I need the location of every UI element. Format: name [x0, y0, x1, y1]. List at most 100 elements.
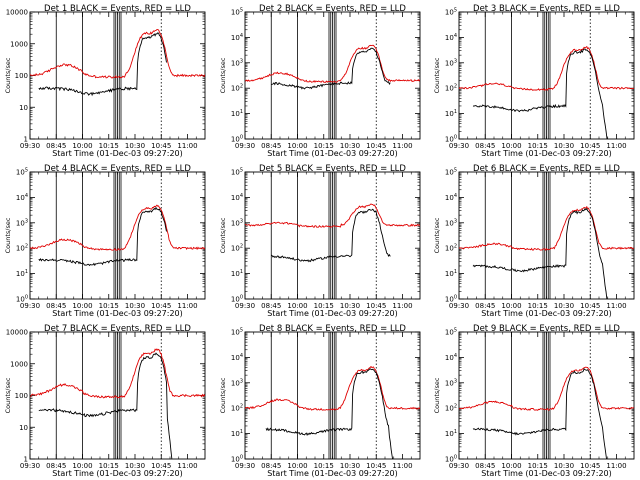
xtick-label: 09:30 [20, 142, 40, 150]
ytick-label: 100 [445, 135, 457, 144]
ytick-exponent: 5 [454, 168, 457, 174]
ytick-label: 103 [445, 218, 457, 227]
ytick-label: 100 [231, 295, 243, 304]
xtick-label: 10:30 [340, 462, 360, 470]
xtick-label: 10:30 [554, 142, 574, 150]
xtick-label: 10:00 [287, 302, 307, 310]
xtick-label: 10:15 [528, 462, 548, 470]
xtick-label: 10:00 [501, 302, 521, 310]
ytick-label: 1000 [10, 40, 28, 48]
y-axis-label: Counts/sec [4, 57, 12, 93]
ytick-label: 101 [231, 429, 243, 438]
xtick-label: 11:00 [392, 302, 412, 310]
ytick-exponent: 4 [240, 33, 243, 39]
panel-6: Det 6 BLACK = Events, RED = LLD100101102… [433, 164, 635, 318]
ytick-label: 104 [231, 353, 243, 362]
ytick-label: 100 [15, 72, 28, 80]
ytick-exponent: 2 [240, 84, 243, 90]
ytick-exponent: 5 [454, 8, 457, 14]
ytick-exponent: 1 [240, 109, 243, 115]
xtick-label: 10:00 [72, 462, 92, 470]
xtick-label: 10:45 [580, 142, 600, 150]
series-line-events [472, 207, 608, 299]
panel-1: Det 1 BLACK = Events, RED = LLD 1 10 100 100… [4, 4, 206, 158]
ytick-exponent: 2 [25, 244, 28, 250]
ytick-label: 102 [231, 84, 243, 93]
panel-8: Det 8 BLACK = Events, RED = LLD100101102… [219, 324, 421, 478]
ytick-exponent: 0 [454, 455, 457, 461]
xtick-label: 08:45 [261, 462, 281, 470]
series-group [30, 348, 205, 459]
ytick-label: 101 [16, 269, 28, 278]
ytick-label: 104 [231, 33, 243, 42]
series-group [459, 366, 634, 459]
ytick-exponent: 5 [240, 328, 243, 334]
series-line-events [38, 32, 167, 97]
ytick-label: 1000 [10, 360, 28, 368]
panel-4: Det 4 BLACK = Events, RED = LLD100101102… [4, 164, 206, 318]
ytick-exponent: 3 [454, 218, 457, 224]
xtick-label: 09:30 [235, 462, 255, 470]
xtick-label: 11:00 [177, 302, 197, 310]
ytick-label: 104 [231, 193, 243, 202]
xtick-label: 11:00 [177, 462, 197, 470]
xtick-label: 10:45 [366, 142, 386, 150]
xtick-label: 10:00 [72, 142, 92, 150]
panel-title: Det 1 BLACK = Events, RED = LLD [44, 4, 191, 14]
ytick-label: 100 [16, 295, 28, 304]
ytick-label: 103 [445, 378, 457, 387]
ytick-label: 105 [231, 168, 243, 177]
ytick-exponent: 3 [25, 218, 28, 224]
x-axis-label: Start Time (01-Dec-03 09:27:20) [481, 309, 612, 318]
xtick-label: 09:30 [20, 462, 40, 470]
ytick-exponent: 0 [25, 295, 28, 301]
ytick-label: 105 [445, 168, 457, 177]
xtick-label: 11:00 [606, 462, 626, 470]
xtick-label: 10:45 [366, 302, 386, 310]
ytick-exponent: 2 [454, 244, 457, 250]
xtick-label: 10:00 [501, 462, 521, 470]
xtick-label: 09:30 [235, 302, 255, 310]
series-line-lld [459, 366, 634, 411]
series-line-events [265, 368, 394, 459]
ytick-exponent: 4 [454, 193, 457, 199]
xtick-label: 10:15 [314, 142, 334, 150]
y-axis-label: Counts/sec [219, 217, 227, 253]
xtick-label: 10:30 [125, 302, 145, 310]
series-group [459, 205, 634, 299]
ytick-label: 100 [15, 392, 28, 400]
ytick-exponent: 5 [240, 8, 243, 14]
xtick-label: 10:30 [554, 462, 574, 470]
ytick-label: 10000 [6, 9, 28, 17]
ytick-label: 101 [445, 429, 457, 438]
series-group [245, 44, 420, 90]
ytick-label: 104 [445, 33, 457, 42]
xtick-label: 10:00 [287, 142, 307, 150]
xtick-label: 10:15 [99, 462, 119, 470]
xtick-label: 10:30 [340, 142, 360, 150]
xtick-label: 10:15 [99, 302, 119, 310]
xtick-label: 09:30 [449, 462, 469, 470]
y-axis-label: Counts/sec [4, 377, 12, 413]
x-axis-label: Start Time (01-Dec-03 09:27:20) [267, 309, 398, 318]
panel-title: Det 5 BLACK = Events, RED = LLD [259, 164, 406, 174]
series-line-lld [459, 45, 634, 91]
ytick-label: 100 [231, 455, 243, 464]
ytick-label: 103 [231, 218, 243, 227]
xtick-label: 09:30 [20, 302, 40, 310]
panel-title: Det 6 BLACK = Events, RED = LLD [473, 164, 620, 174]
panel-title: Det 9 BLACK = Events, RED = LLD [473, 324, 620, 334]
xtick-label: 08:45 [475, 302, 495, 310]
panel-title: Det 2 BLACK = Events, RED = LLD [259, 4, 406, 14]
ytick-label: 101 [231, 269, 243, 278]
y-axis-label: Counts/sec [433, 57, 441, 93]
panel-2: Det 2 BLACK = Events, RED = LLD100101102… [219, 4, 421, 158]
series-line-events [271, 208, 391, 263]
ytick-exponent: 0 [240, 455, 243, 461]
ytick-exponent: 1 [25, 269, 28, 275]
ytick-label: 102 [445, 244, 457, 253]
ytick-exponent: 0 [240, 295, 243, 301]
xtick-label: 10:30 [554, 302, 574, 310]
x-axis-label: Start Time (01-Dec-03 09:27:20) [267, 469, 398, 478]
